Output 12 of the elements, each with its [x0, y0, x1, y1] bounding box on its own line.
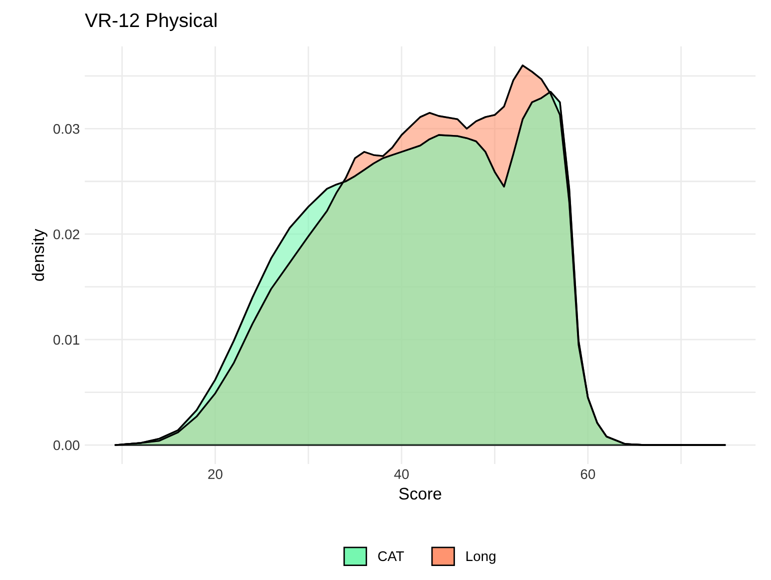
y-tick-label: 0.00: [53, 440, 80, 450]
y-tick-label: 0.03: [53, 124, 80, 134]
legend-label: CAT: [378, 551, 404, 562]
chart-title: VR-12 Physical: [84, 12, 216, 31]
y-tick-label: 0.02: [53, 229, 80, 240]
x-tick-label: 40: [394, 469, 409, 480]
x-axis-title: Score: [399, 488, 442, 500]
x-tick-label: 60: [580, 469, 596, 480]
y-axis-title: density: [32, 228, 48, 281]
y-tick-label: 0.01: [53, 334, 80, 345]
legend-label: Long: [466, 551, 496, 564]
x-tick-label: 20: [208, 469, 222, 480]
